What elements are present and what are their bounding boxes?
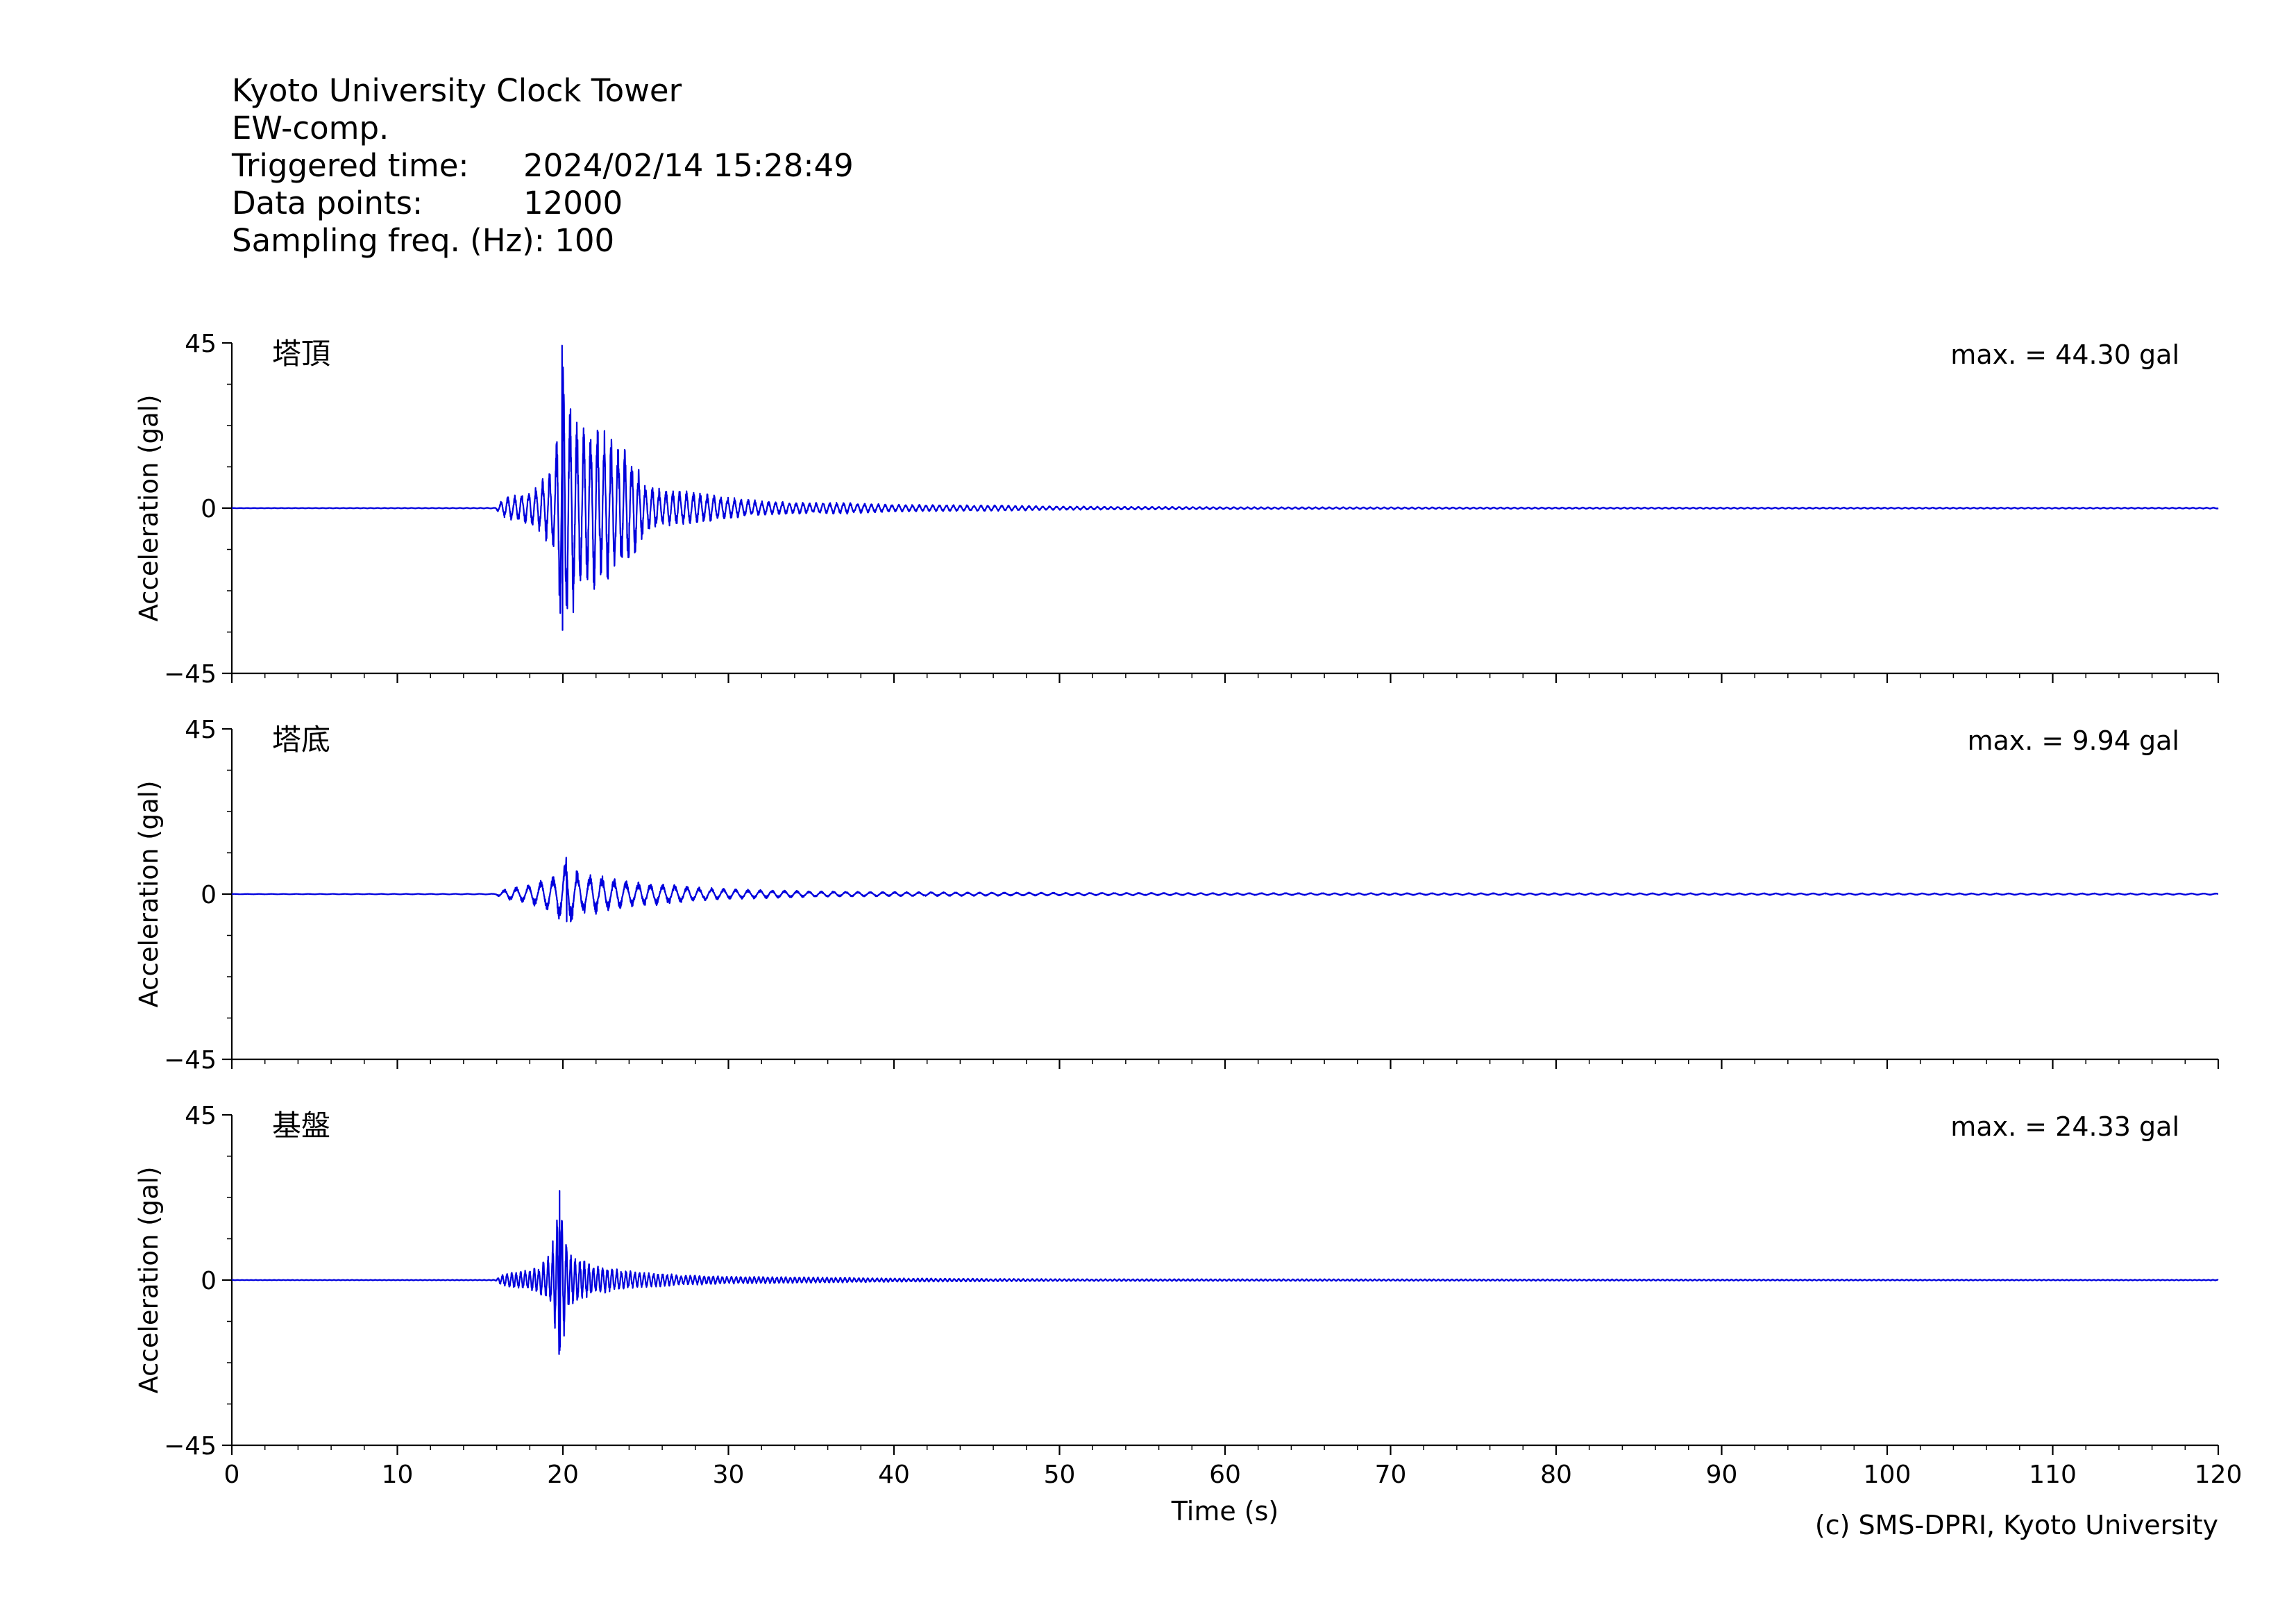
x-tick-label: 110: [2029, 1461, 2077, 1489]
y-tick-label: −45: [164, 660, 217, 689]
x-tick-label: 40: [878, 1461, 910, 1489]
x-axis-label: Time (s): [1171, 1496, 1279, 1527]
data-points-row: Data points: 12000: [232, 185, 854, 222]
x-tick-label: 60: [1209, 1461, 1241, 1489]
x-tick-label: 70: [1375, 1461, 1407, 1489]
copyright-label: (c) SMS-DPRI, Kyoto University: [1815, 1510, 2218, 1540]
sampling-freq-row: Sampling freq. (Hz): 100: [232, 222, 854, 260]
triggered-time-row: Triggered time: 2024/02/14 15:28:49: [232, 147, 854, 185]
max-value-label: max. = 9.94 gal: [1967, 725, 2179, 756]
sampling-freq-label: Sampling freq. (Hz):: [232, 222, 545, 259]
triggered-time-label: Triggered time:: [232, 147, 469, 184]
y-tick-label: 0: [201, 881, 217, 909]
x-tick-label: 90: [1706, 1461, 1738, 1489]
y-axis-label: Acceleration (gal): [134, 395, 164, 622]
y-tick-label: 0: [201, 495, 217, 523]
x-tick-label: 80: [1540, 1461, 1572, 1489]
x-tick-label: 100: [1864, 1461, 1911, 1489]
panel-name: 塔頂: [272, 337, 330, 371]
station-name: Kyoto University Clock Tower: [232, 72, 682, 109]
waveform-line: [231, 1190, 2219, 1355]
x-tick-label: 0: [224, 1461, 240, 1489]
y-axis-label: Acceleration (gal): [134, 781, 164, 1008]
panel-name: 基盤: [272, 1109, 330, 1143]
y-tick-label: 45: [185, 716, 217, 744]
y-tick-label: −45: [164, 1046, 217, 1075]
component-label: EW-comp.: [232, 110, 389, 146]
waveform-panel-1: 45 0 −45 Acceleration (gal) 塔頂 max. = 44.30 g…: [134, 330, 2220, 689]
y-tick-label: 45: [185, 1102, 217, 1130]
x-tick-label: 50: [1044, 1461, 1076, 1489]
waveform-line: [231, 344, 2219, 631]
y-tick-label: −45: [164, 1432, 217, 1461]
data-points-value: 12000: [523, 185, 623, 221]
record-info: Kyoto University Clock Tower EW-comp. Tr…: [232, 72, 854, 260]
max-value-label: max. = 24.33 gal: [1950, 1111, 2179, 1142]
waveform-panel-2: 45 0 −45 Acceleration (gal) 塔底 max. = 9.94 ga…: [134, 716, 2220, 1075]
triggered-time-value: 2024/02/14 15:28:49: [523, 147, 854, 184]
y-tick-label: 45: [185, 330, 217, 358]
y-tick-label: 0: [201, 1267, 217, 1295]
panel-name: 塔底: [272, 723, 330, 757]
waveform-line: [231, 857, 2219, 923]
x-tick-label: 10: [382, 1461, 414, 1489]
data-points-label: Data points:: [232, 185, 423, 221]
x-tick-label: 120: [2195, 1461, 2243, 1489]
x-tick-label: 30: [713, 1461, 745, 1489]
sampling-freq-value: 100: [555, 222, 615, 259]
max-value-label: max. = 44.30 gal: [1950, 339, 2179, 370]
x-tick-label: 20: [547, 1461, 579, 1489]
y-axis-label: Acceleration (gal): [134, 1167, 164, 1394]
